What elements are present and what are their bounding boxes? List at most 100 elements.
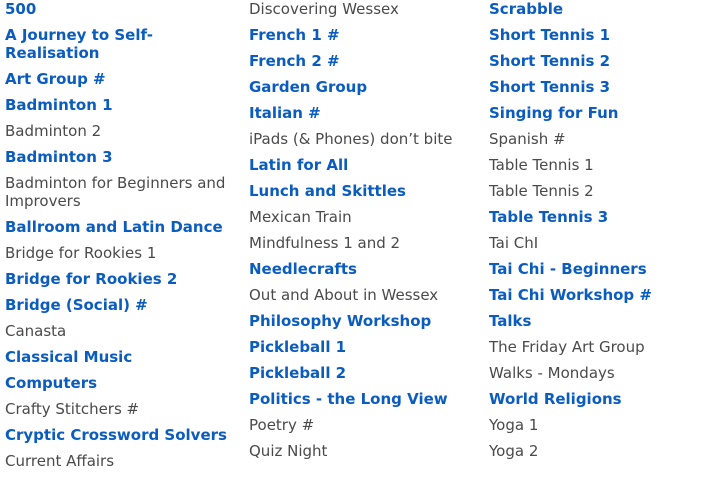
- group-list-item[interactable]: Talks: [489, 312, 709, 338]
- group-list-item: Poetry #: [249, 416, 485, 442]
- group-name: Current Affairs: [5, 452, 115, 470]
- group-list-item[interactable]: World Religions: [489, 390, 709, 416]
- group-list-item: Crafty Stitchers #: [5, 400, 241, 426]
- group-link[interactable]: A Journey to Self-Realisation: [5, 26, 153, 62]
- group-list-item[interactable]: Italian #: [249, 104, 485, 130]
- group-name: Crafty Stitchers #: [5, 400, 140, 418]
- group-link[interactable]: Philosophy Workshop: [249, 312, 432, 330]
- group-name: Mexican Train: [249, 208, 352, 226]
- group-link[interactable]: Cryptic Crossword Solvers: [5, 426, 227, 444]
- group-link[interactable]: Garden Group: [249, 78, 368, 96]
- group-link[interactable]: Italian #: [249, 104, 321, 122]
- group-link[interactable]: Art Group #: [5, 70, 106, 88]
- group-link[interactable]: World Religions: [489, 390, 622, 408]
- group-list-item[interactable]: Ballroom and Latin Dance: [5, 218, 241, 244]
- group-link[interactable]: Singing for Fun: [489, 104, 619, 122]
- group-list-item[interactable]: A Journey to Self-Realisation: [5, 26, 241, 70]
- group-list-item[interactable]: Lunch and Skittles: [249, 182, 485, 208]
- group-list-item: Walks - Mondays: [489, 364, 709, 390]
- group-column-1: 500 A Journey to Self-Realisation Art Grou…: [5, 0, 241, 478]
- group-link[interactable]: Badminton 1: [5, 96, 113, 114]
- group-list-item[interactable]: Singing for Fun: [489, 104, 709, 130]
- group-list-item[interactable]: Pickleball 1: [249, 338, 485, 364]
- group-list-item[interactable]: Table Tennis 3: [489, 208, 709, 234]
- group-list-item[interactable]: Pickleball 2: [249, 364, 485, 390]
- group-name: iPads (& Phones) don’t bite: [249, 130, 453, 148]
- group-name: Walks - Mondays: [489, 364, 615, 382]
- group-list-item: Quiz Night: [249, 442, 485, 468]
- group-link[interactable]: Latin for All: [249, 156, 349, 174]
- group-name: Badminton 2: [5, 122, 102, 140]
- group-column-3: Scrabble Short Tennis 1 Short Tennis 2 Shor…: [489, 0, 709, 468]
- group-list-item[interactable]: Short Tennis 2: [489, 52, 709, 78]
- group-list-item[interactable]: Tai Chi - Beginners: [489, 260, 709, 286]
- group-list-item: Badminton 2: [5, 122, 241, 148]
- group-list-item[interactable]: Bridge for Rookies 2: [5, 270, 241, 296]
- group-list-item[interactable]: Tai Chi Workshop #: [489, 286, 709, 312]
- group-link[interactable]: Tai Chi - Beginners: [489, 260, 647, 278]
- group-link[interactable]: Scrabble: [489, 0, 564, 18]
- group-list-item[interactable]: Classical Music: [5, 348, 241, 374]
- group-name: The Friday Art Group: [489, 338, 645, 356]
- group-link[interactable]: Short Tennis 1: [489, 26, 611, 44]
- group-link[interactable]: Badminton 3: [5, 148, 113, 166]
- group-list-item: The Friday Art Group: [489, 338, 709, 364]
- group-link[interactable]: Pickleball 2: [249, 364, 347, 382]
- group-name: Table Tennis 2: [489, 182, 594, 200]
- group-link[interactable]: Tai Chi Workshop #: [489, 286, 652, 304]
- group-link[interactable]: Needlecrafts: [249, 260, 357, 278]
- group-link[interactable]: Classical Music: [5, 348, 133, 366]
- group-list-item[interactable]: Politics - the Long View: [249, 390, 485, 416]
- group-list-item: Table Tennis 2: [489, 182, 709, 208]
- group-list-item[interactable]: Computers: [5, 374, 241, 400]
- group-link[interactable]: 500: [5, 0, 37, 18]
- group-name: Poetry #: [249, 416, 315, 434]
- group-list-item[interactable]: Cryptic Crossword Solvers: [5, 426, 241, 452]
- group-list-item[interactable]: Badminton 1: [5, 96, 241, 122]
- group-link[interactable]: Computers: [5, 374, 98, 392]
- group-list-item[interactable]: Garden Group: [249, 78, 485, 104]
- group-name: Discovering Wessex: [249, 0, 399, 18]
- group-link[interactable]: French 2 #: [249, 52, 340, 70]
- group-list-item[interactable]: Art Group #: [5, 70, 241, 96]
- group-list-item[interactable]: Short Tennis 3: [489, 78, 709, 104]
- group-list-item: Yoga 1: [489, 416, 709, 442]
- group-list-item[interactable]: Badminton 3: [5, 148, 241, 174]
- group-list-item[interactable]: Needlecrafts: [249, 260, 485, 286]
- group-link[interactable]: Politics - the Long View: [249, 390, 448, 408]
- group-list-item[interactable]: Short Tennis 1: [489, 26, 709, 52]
- group-link[interactable]: Bridge for Rookies 2: [5, 270, 178, 288]
- group-link[interactable]: French 1 #: [249, 26, 340, 44]
- group-list-item: Mexican Train: [249, 208, 485, 234]
- group-link[interactable]: Pickleball 1: [249, 338, 347, 356]
- group-name: Canasta: [5, 322, 67, 340]
- group-list-item: Current Affairs: [5, 452, 241, 478]
- group-link[interactable]: Talks: [489, 312, 532, 330]
- group-list-item: Tai ChI: [489, 234, 709, 260]
- group-link[interactable]: Short Tennis 2: [489, 52, 611, 70]
- group-list-item: Yoga 2: [489, 442, 709, 468]
- group-list-item[interactable]: Bridge (Social) #: [5, 296, 241, 322]
- group-list-item: Discovering Wessex: [249, 0, 485, 26]
- group-name: Yoga 1: [489, 416, 539, 434]
- group-link[interactable]: Bridge (Social) #: [5, 296, 148, 314]
- group-list-item: Bridge for Rookies 1: [5, 244, 241, 270]
- group-list-item[interactable]: French 1 #: [249, 26, 485, 52]
- group-link[interactable]: Short Tennis 3: [489, 78, 611, 96]
- group-list-item[interactable]: Philosophy Workshop: [249, 312, 485, 338]
- group-name: Table Tennis 1: [489, 156, 594, 174]
- group-link[interactable]: Ballroom and Latin Dance: [5, 218, 223, 236]
- group-list-item[interactable]: 500: [5, 0, 241, 26]
- group-link[interactable]: Lunch and Skittles: [249, 182, 406, 200]
- group-list-item[interactable]: French 2 #: [249, 52, 485, 78]
- group-list-item: Badminton for Beginners and Improvers: [5, 174, 241, 218]
- group-name: Tai ChI: [489, 234, 539, 252]
- group-list-item[interactable]: Latin for All: [249, 156, 485, 182]
- group-list-item: Canasta: [5, 322, 241, 348]
- group-name: Yoga 2: [489, 442, 539, 460]
- group-list-item[interactable]: Scrabble: [489, 0, 709, 26]
- group-column-2: Discovering Wessex French 1 # French 2 # Ga…: [249, 0, 485, 468]
- group-list-item: iPads (& Phones) don’t bite: [249, 130, 485, 156]
- group-link[interactable]: Table Tennis 3: [489, 208, 609, 226]
